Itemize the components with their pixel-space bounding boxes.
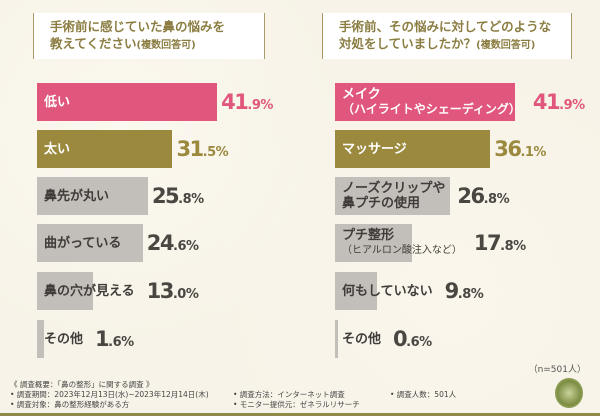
bar-label: プチ整形 （ヒアルロン酸注入など）	[335, 228, 470, 258]
left-title-line2: 教えてください	[50, 36, 137, 51]
bar-row: 鼻先が丸い 25.8%	[37, 177, 204, 215]
survey-method: • 調査方法：インターネット調査	[233, 390, 345, 399]
bar	[335, 130, 491, 168]
right-question-header: 手術前、その悩みに対してどのような 対処をしていましたか？(複数回答可)	[322, 13, 572, 59]
bar-label: 鼻先が丸い	[44, 188, 110, 204]
bar-value-decimal: .9%	[247, 98, 273, 113]
bar-label-line: マッサージ	[342, 141, 407, 157]
bar-label-line: ノーズクリップや	[342, 181, 446, 196]
bar-label: その他	[335, 332, 389, 347]
bar-value: 9.8%	[444, 279, 484, 303]
left-title-note: (複数回答可)	[136, 40, 196, 51]
bar-label: マッサージ	[335, 142, 490, 157]
bar-label-line: 何もしていない	[342, 283, 433, 299]
bar-value: 41.9%	[532, 90, 585, 114]
bar-value: 25.8%	[151, 184, 204, 208]
bar	[37, 83, 218, 121]
footer-col2: • 調査方法：インターネット調査 • モニター提供元：ゼネラルリサーチ	[233, 390, 360, 410]
footer-col1: 《 調査概要：「鼻の整形」に関する調査 》 • 調査期間：2023年12月13日…	[10, 380, 209, 410]
survey-provider: • モニター提供元：ゼネラルリサーチ	[233, 400, 360, 409]
bar-label: 曲がっている	[44, 235, 122, 251]
bar-value: 17.8%	[473, 231, 526, 255]
bar-value-decimal: .0%	[172, 287, 199, 302]
bar	[37, 224, 143, 262]
bar-value-decimal: .8%	[178, 192, 204, 207]
bar-row: プチ整形 （ヒアルロン酸注入など） 17.8%	[335, 224, 526, 262]
right-title-line2: 対処をしていましたか？	[339, 36, 477, 51]
bar-row: その他 0.6%	[335, 320, 432, 358]
bar-row: 低い 41.9%	[37, 83, 273, 121]
bar-row: 曲がっている 24.6%	[37, 224, 199, 262]
bar	[37, 320, 44, 358]
bar-value-decimal: .6%	[108, 335, 134, 350]
bar	[335, 177, 451, 215]
bar-value-decimal: .6%	[173, 239, 199, 254]
bar	[37, 130, 173, 168]
bar	[37, 272, 93, 310]
sample-size: （n=501人）	[528, 365, 586, 375]
bar-value: 24.6%	[146, 231, 199, 255]
bar-row: 太い 31.5%	[37, 130, 229, 168]
bar-value: 1.6%	[95, 327, 134, 351]
left-question-header: 手術前に感じていた鼻の悩みを 教えてください(複数回答可)	[33, 13, 265, 59]
right-bar-chart: メイク （ハイライトやシェーディング） 41.9% マッサージ 36.1% ノーズクリップ…	[335, 83, 600, 363]
survey-count: • 調査人数：501人	[390, 390, 457, 399]
bar	[335, 224, 412, 262]
left-bar-chart: 低い 41.9% 太い 31.5% 鼻先が丸い 25.8% 曲がっている 24.6% 鼻の穴が見…	[37, 83, 317, 363]
bar-value-decimal: .8%	[457, 287, 484, 302]
bar-label-line: （ハイライトやシェーディング）	[342, 102, 521, 116]
bar	[335, 83, 516, 121]
bar-value-decimal: .9%	[559, 98, 585, 113]
bar-row: 何もしていない 9.8%	[335, 272, 484, 310]
bar-value: 0.6%	[393, 327, 432, 351]
bar-row: 鼻の穴が見える 13.0%	[37, 272, 199, 310]
bar-row: メイク （ハイライトやシェーディング） 41.9%	[335, 83, 585, 121]
left-title-line1: 手術前に感じていた鼻の悩みを	[50, 19, 226, 34]
bar-value-decimal: .5%	[202, 145, 229, 160]
bar-value-decimal: .1%	[520, 145, 546, 160]
bar-label: 鼻の穴が見える	[44, 283, 135, 299]
right-title-line1: 手術前、その悩みに対してどのような	[339, 19, 552, 34]
bar-value-decimal: .8%	[500, 239, 526, 254]
bar-label-line: その他	[342, 331, 382, 347]
bar-row: ノーズクリップや 鼻プチの使用 26.8%	[335, 177, 510, 215]
survey-target: • 調査対象：鼻の整形経験がある方	[10, 400, 130, 409]
brand-logo	[555, 378, 583, 408]
bar-value-decimal: .8%	[483, 192, 510, 207]
bar-label: 何もしていない	[335, 284, 441, 299]
bar-label: メイク （ハイライトやシェーディング）	[335, 87, 529, 117]
bar-value: 36.1%	[494, 137, 546, 161]
footer-col3: • 調査人数：501人	[390, 390, 456, 400]
bar-label-line: （ヒアルロン酸注入など）	[342, 245, 462, 256]
bar-value-decimal: .6%	[406, 335, 432, 350]
survey-overview: 《 調査概要：「鼻の整形」に関する調査 》	[10, 380, 154, 389]
survey-period: • 調査期間：2023年12月13日(水)~2023年12月14日(木)	[10, 390, 209, 399]
bar-label: その他	[44, 331, 84, 347]
bar-value: 41.9%	[221, 90, 273, 114]
bar-value: 26.8%	[457, 184, 510, 208]
bar-label-line: メイク	[342, 87, 381, 102]
bar-value: 13.0%	[146, 279, 199, 303]
bar	[37, 177, 148, 215]
bar-label: 太い	[44, 141, 71, 157]
bar-row: その他 1.6%	[37, 320, 134, 358]
bar-label: 低い	[44, 94, 71, 110]
bar	[335, 320, 338, 358]
bottom-rule	[0, 413, 600, 416]
bar-label-line: プチ整形	[342, 228, 395, 243]
bar-label: ノーズクリップや 鼻プチの使用	[335, 181, 453, 211]
bar-row: マッサージ 36.1%	[335, 130, 546, 168]
right-title-note: (複数回答可)	[476, 40, 536, 51]
bar-value: 31.5%	[176, 137, 229, 161]
bar	[335, 272, 378, 310]
bar-label-line: 鼻プチの使用	[342, 196, 421, 211]
